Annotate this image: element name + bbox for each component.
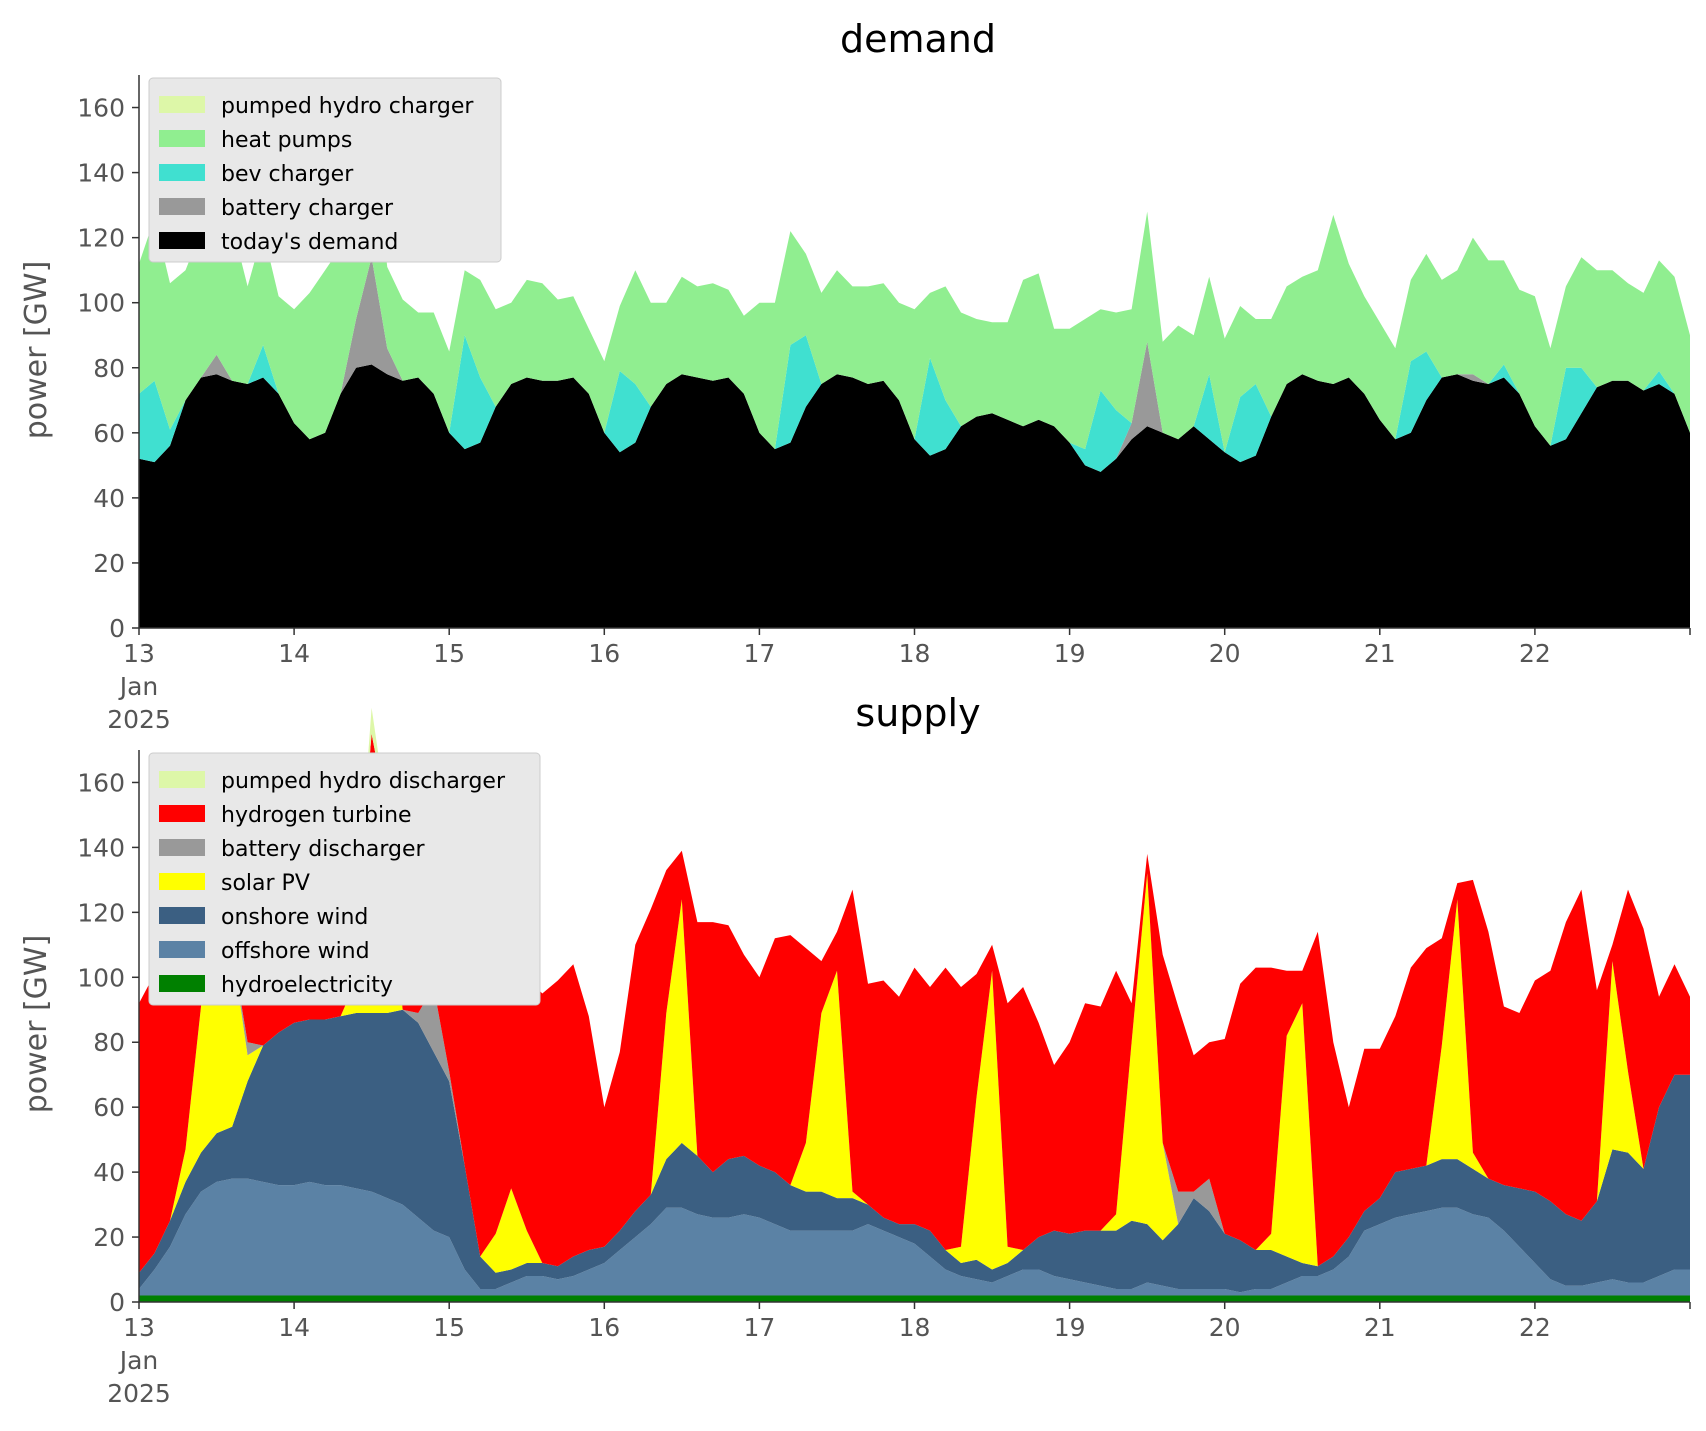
demand-legend-label-pumped-hydro-charger: pumped hydro charger (221, 94, 474, 119)
supply-area-hydroelectricity (139, 1295, 1690, 1302)
supply-y-tick-label: 80 (93, 1028, 125, 1057)
supply-legend-label-hydroelectricity: hydroelectricity (221, 973, 393, 998)
supply-area-offshore-wind (139, 1178, 1690, 1296)
demand-x-tick-label: 20 (1209, 639, 1241, 668)
supply-legend-swatch-battery-discharger (159, 839, 205, 856)
supply-x-tick-label: 20 (1209, 1313, 1241, 1342)
supply-axes: 0 20 40 60 80 100 120 140 160 13 Jan 2025 14 15 16 17 18… (77, 750, 1691, 1408)
demand-panel: demand power [GW] 0 20 40 60 80 100 120 140 160 1… (19, 17, 1691, 734)
supply-legend-box (148, 752, 541, 1006)
supply-x-tick-label: 18 (899, 1313, 931, 1342)
demand-axes: 0 20 40 60 80 100 120 140 160 13 Jan 2025 14 15 16 17 18… (77, 75, 1691, 734)
demand-y-tick-label: 100 (77, 289, 125, 318)
demand-area-heat-pumps (139, 110, 1690, 453)
supply-legend-swatch-onshore-wind (159, 907, 205, 924)
demand-title: demand (840, 17, 996, 61)
supply-legend-swatch-pumped-hydro-discharger (159, 771, 205, 788)
demand-ylabel: power [GW] (19, 261, 54, 440)
supply-x-tick-label: 15 (433, 1313, 465, 1342)
supply-area-onshore-wind (139, 1009, 1690, 1293)
supply-legend-label-onshore-wind: onshore wind (221, 905, 368, 930)
supply-legend-swatch-hydrogen-turbine (159, 805, 205, 822)
supply-x-tick-label: 13 Jan 2025 (107, 1313, 171, 1408)
demand-x-tick-label: 16 (588, 639, 620, 668)
demand-y-tick-label: 60 (93, 419, 125, 448)
supply-y-tick-label: 140 (77, 833, 125, 862)
demand-y-tick-label: 0 (109, 614, 125, 643)
supply-legend-label-battery-discharger: battery discharger (221, 837, 426, 862)
demand-legend: pumped hydro charger heat pumps bev charge… (148, 77, 502, 263)
supply-x-tick-label: 14 (278, 1313, 310, 1342)
demand-x-tick-label: 17 (743, 639, 775, 668)
supply-legend-label-hydrogen-turbine: hydrogen turbine (221, 803, 412, 828)
demand-legend-box (148, 77, 502, 263)
supply-area-hydrogen-turbine (139, 733, 1690, 1273)
supply-y-tick-label: 40 (93, 1158, 125, 1187)
demand-legend-swatch-bev-charger (159, 164, 205, 181)
demand-y-tick-label: 120 (77, 224, 125, 253)
demand-legend-swatch-battery-charger (159, 198, 205, 215)
demand-x-tick-label: 19 (1054, 639, 1086, 668)
supply-legend: pumped hydro discharger hydrogen turbine b… (148, 752, 541, 1006)
supply-legend-swatch-offshore-wind (159, 941, 205, 958)
supply-area-solar-pv (139, 753, 1690, 1273)
demand-area-today-s-demand (139, 364, 1690, 628)
demand-legend-label-today-s-demand: today's demand (221, 230, 398, 255)
demand-x-tick-label: 21 (1364, 639, 1396, 668)
supply-x-tick-label: 16 (588, 1313, 620, 1342)
demand-y-tick-label: 80 (93, 354, 125, 383)
demand-y-tick-label: 40 (93, 484, 125, 513)
supply-legend-swatch-hydroelectricity (159, 975, 205, 992)
supply-legend-label-offshore-wind: offshore wind (221, 939, 370, 964)
demand-y-tick-label: 160 (77, 94, 125, 123)
supply-y-tick-label: 0 (109, 1288, 125, 1317)
demand-x-tick-label: 15 (433, 639, 465, 668)
demand-legend-swatch-heat-pumps (159, 130, 205, 147)
supply-y-tick-label: 160 (77, 768, 125, 797)
supply-x-tick-label: 19 (1054, 1313, 1086, 1342)
demand-y-tick-label: 140 (77, 159, 125, 188)
demand-legend-label-battery-charger: battery charger (221, 196, 394, 221)
demand-x-tick-label: 22 (1519, 639, 1551, 668)
supply-x-tick-label: 21 (1364, 1313, 1396, 1342)
demand-x-tick-label: 13 Jan 2025 (107, 639, 171, 734)
demand-legend-swatch-today-s-demand (159, 232, 205, 249)
demand-legend-swatch-pumped-hydro-charger (159, 96, 205, 113)
supply-y-tick-label: 20 (93, 1223, 125, 1252)
supply-legend-swatch-solar-pv (159, 873, 205, 890)
demand-x-tick-label: 14 (278, 639, 310, 668)
supply-areas (139, 707, 1690, 1302)
supply-y-tick-label: 120 (77, 898, 125, 927)
supply-legend-label-solar-pv: solar PV (221, 871, 310, 896)
supply-y-tick-label: 100 (77, 963, 125, 992)
supply-legend-label-pumped-hydro-discharger: pumped hydro discharger (221, 769, 506, 794)
supply-ylabel: power [GW] (19, 935, 54, 1114)
supply-x-tick-label: 17 (743, 1313, 775, 1342)
supply-y-tick-label: 60 (93, 1093, 125, 1122)
demand-y-tick-label: 20 (93, 549, 125, 578)
demand-x-tick-label: 18 (899, 639, 931, 668)
supply-title: supply (855, 691, 980, 735)
supply-panel: supply power [GW] 0 20 40 60 80 100 120 140 160 1… (19, 691, 1691, 1408)
demand-legend-label-heat-pumps: heat pumps (221, 128, 352, 153)
supply-x-tick-label: 22 (1519, 1313, 1551, 1342)
demand-legend-label-bev-charger: bev charger (221, 162, 354, 187)
demand-areas (139, 84, 1690, 628)
